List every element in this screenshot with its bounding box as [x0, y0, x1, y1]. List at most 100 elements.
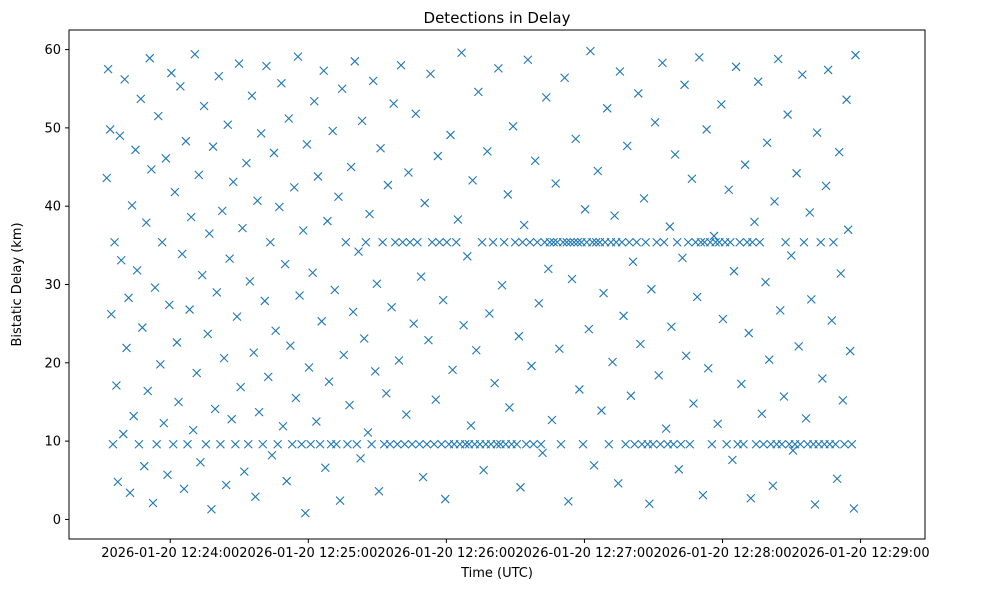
data-point	[722, 439, 732, 449]
data-point	[748, 237, 757, 247]
data-point	[519, 220, 529, 230]
data-point	[735, 237, 745, 247]
data-point	[161, 154, 171, 163]
data-point	[534, 298, 544, 308]
data-point	[374, 486, 384, 496]
data-point	[401, 410, 411, 419]
data-point	[242, 158, 251, 168]
data-point	[163, 470, 172, 480]
data-point	[608, 357, 617, 367]
data-point	[350, 56, 360, 66]
data-point	[648, 439, 658, 449]
data-point	[199, 101, 209, 111]
data-point	[247, 91, 257, 101]
data-point	[558, 237, 568, 247]
data-point	[262, 61, 271, 71]
data-point	[687, 174, 697, 184]
data-point	[212, 287, 222, 297]
data-point	[159, 418, 169, 428]
data-point	[426, 69, 435, 79]
data-point	[106, 309, 116, 319]
data-point	[285, 341, 295, 350]
data-point	[346, 162, 356, 172]
data-point	[412, 237, 422, 247]
data-point	[694, 53, 704, 62]
data-point	[849, 504, 859, 513]
data-point	[376, 143, 385, 153]
data-point	[817, 374, 827, 383]
data-point	[779, 392, 789, 401]
data-point	[641, 237, 651, 247]
data-point	[805, 208, 815, 217]
data-point	[435, 237, 444, 247]
data-point	[770, 197, 779, 206]
data-point	[356, 453, 365, 463]
data-point	[768, 481, 778, 491]
data-point	[503, 190, 513, 199]
data-point	[647, 284, 656, 294]
data-point	[243, 439, 253, 449]
data-point	[667, 322, 676, 332]
data-point	[744, 328, 754, 338]
data-point	[232, 312, 242, 321]
data-point	[181, 136, 191, 146]
data-point	[339, 350, 349, 360]
data-point	[639, 193, 649, 203]
data-point	[227, 414, 237, 424]
data-point	[153, 111, 163, 121]
data-point	[628, 257, 638, 267]
data-point	[773, 54, 783, 64]
data-point	[387, 302, 396, 312]
data-point	[122, 343, 131, 353]
data-point	[118, 429, 128, 439]
data-point	[615, 67, 625, 76]
data-point	[840, 439, 849, 449]
data-point	[113, 477, 123, 487]
data-point	[300, 508, 310, 518]
data-point	[571, 134, 581, 144]
data-point	[116, 255, 126, 265]
data-point	[236, 382, 246, 392]
data-point	[589, 461, 599, 470]
x-axis: 2026-01-20 12:24:00 2026-01-20 12:25:00 20…	[101, 539, 930, 561]
data-point	[597, 406, 606, 415]
data-point	[208, 142, 218, 152]
data-point	[323, 216, 332, 226]
data-point	[471, 345, 481, 355]
data-point	[777, 439, 787, 449]
data-point	[422, 439, 432, 449]
data-point	[816, 237, 826, 247]
data-point	[228, 177, 238, 187]
data-point	[138, 323, 147, 332]
data-point	[630, 439, 639, 449]
data-point	[157, 237, 167, 247]
data-point	[473, 87, 483, 97]
data-point	[368, 76, 378, 86]
data-point	[188, 425, 198, 435]
data-point	[343, 439, 352, 449]
x-axis-title: Time (UTC)	[460, 566, 533, 581]
data-point	[545, 237, 555, 247]
data-point	[538, 448, 547, 458]
data-point	[578, 439, 588, 449]
data-point	[795, 439, 805, 449]
data-point	[556, 439, 566, 449]
data-point	[751, 439, 761, 449]
data-point	[562, 237, 572, 247]
data-point	[273, 439, 283, 449]
x-tick-label: 2026-01-20 12:28:00	[653, 546, 791, 561]
data-point	[569, 237, 579, 247]
data-point	[799, 237, 809, 247]
data-point	[260, 296, 270, 306]
data-point	[523, 55, 533, 65]
data-point	[354, 247, 363, 256]
data-point	[168, 439, 178, 449]
data-point	[759, 439, 768, 449]
data-point	[541, 92, 551, 102]
data-point	[707, 439, 717, 449]
data-point	[654, 370, 664, 380]
data-point	[783, 110, 793, 119]
x-tick-label: 2026-01-20 12:24:00	[101, 546, 239, 561]
data-point	[536, 439, 546, 449]
data-point	[610, 211, 619, 220]
